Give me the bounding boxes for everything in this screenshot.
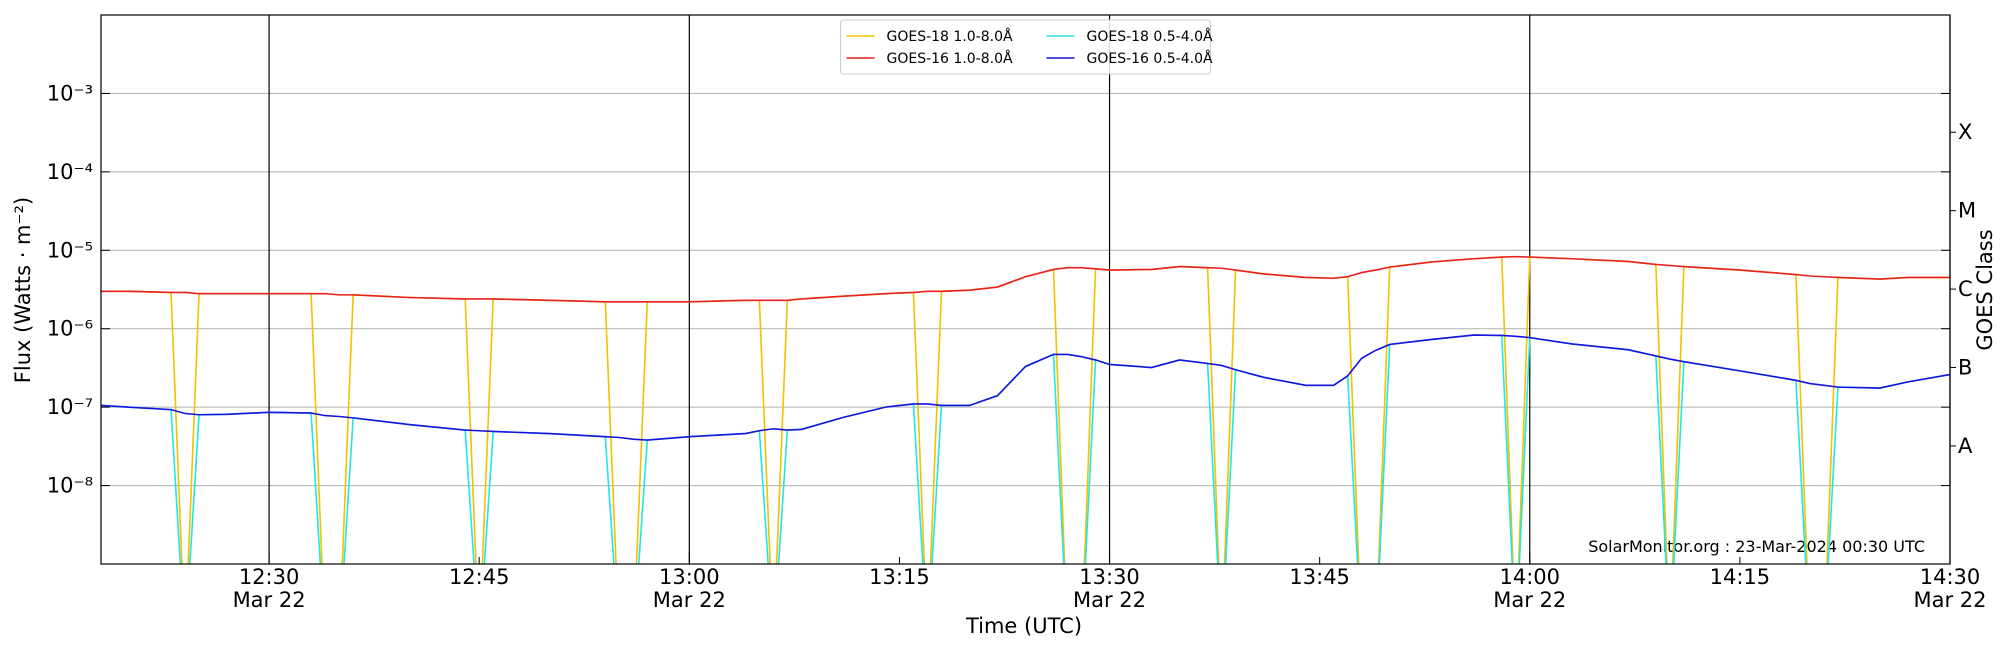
x-tick-label-line: 14:15 xyxy=(1710,565,1771,589)
plot-frame xyxy=(100,14,1951,565)
y2-tick-label: B xyxy=(1958,356,1972,380)
x-tick-label-line: 13:45 xyxy=(1289,565,1350,589)
x-tick-label-line: 14:30 xyxy=(1920,565,1981,589)
y2-axis-label: GOES Class xyxy=(1973,229,1997,350)
x-tick-label: 14:00 Mar 22 xyxy=(1493,565,1566,612)
series-line xyxy=(101,334,1950,441)
series-line xyxy=(101,334,1950,564)
x-tick-label-line: Mar 22 xyxy=(1493,588,1566,612)
legend-label: GOES-16 1.0-8.0Å xyxy=(887,50,1013,67)
annotation: SolarMonitor.org : 23-Mar-2024 00:30 UTC xyxy=(1588,537,1925,556)
y2-tick-label: A xyxy=(1958,434,1973,458)
x-tick-label: 12:45 xyxy=(449,565,510,589)
legend-label: GOES-18 0.5-4.0Å xyxy=(1087,28,1213,45)
y-tick-label: 10⁻⁵ xyxy=(47,238,93,262)
x-tick-label-line: 12:45 xyxy=(449,565,510,589)
legend-label: GOES-18 1.0-8.0Å xyxy=(887,28,1013,45)
x-tick-label: 14:30 Mar 22 xyxy=(1913,565,1986,612)
x-tick-label-line: Mar 22 xyxy=(1913,588,1986,612)
x-tick-label: 13:30 Mar 22 xyxy=(1073,565,1146,612)
y2-tick-label: X xyxy=(1958,120,1972,144)
x-tick-label-line: Mar 22 xyxy=(1073,588,1146,612)
x-tick-label: 14:15 xyxy=(1710,565,1771,589)
x-tick-label: 12:30 Mar 22 xyxy=(233,565,306,612)
y2-tick-label: M xyxy=(1958,199,1976,223)
x-tick-label-line: Mar 22 xyxy=(653,588,726,612)
legend-box xyxy=(840,19,1211,75)
x-tick-label: 13:45 xyxy=(1289,565,1350,589)
x-tick-label-line: 13:15 xyxy=(869,565,930,589)
y-tick-label: 10⁻⁴ xyxy=(47,160,93,184)
x-tick-label-line: 12:30 xyxy=(239,565,300,589)
y-tick-label: 10⁻⁶ xyxy=(47,317,93,341)
x-tick-label: 13:00 Mar 22 xyxy=(653,565,726,612)
x-axis-label: Time (UTC) xyxy=(965,614,1082,638)
x-tick-label-line: Mar 22 xyxy=(233,588,306,612)
x-tick-label-line: 13:30 xyxy=(1079,565,1140,589)
x-tick-label-line: 14:00 xyxy=(1500,565,1561,589)
y-tick-label: 10⁻⁷ xyxy=(47,395,93,419)
legend-label: GOES-16 0.5-4.0Å xyxy=(1087,50,1213,67)
y2-tick-label: C xyxy=(1958,277,1973,301)
series-line xyxy=(101,256,1950,564)
y-tick-label: 10⁻⁸ xyxy=(47,474,93,498)
y-axis-label: Flux (Watts · m⁻²) xyxy=(11,197,35,383)
x-tick-label: 13:15 xyxy=(869,565,930,589)
y-tick-label: 10⁻³ xyxy=(47,81,93,105)
series-line xyxy=(101,255,1950,303)
x-tick-label-line: 13:00 xyxy=(659,565,720,589)
